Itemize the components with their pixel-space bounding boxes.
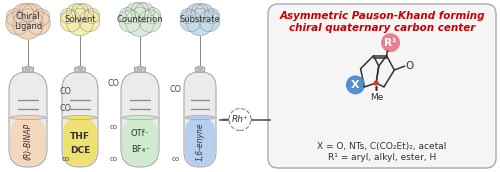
Circle shape (79, 11, 100, 32)
FancyBboxPatch shape (10, 118, 46, 166)
FancyBboxPatch shape (268, 4, 496, 168)
Ellipse shape (185, 116, 215, 120)
FancyBboxPatch shape (185, 118, 215, 166)
Circle shape (346, 75, 365, 94)
Text: co: co (62, 156, 70, 162)
Text: OTf⁻: OTf⁻ (130, 129, 150, 138)
Circle shape (131, 2, 149, 20)
Circle shape (138, 66, 142, 70)
Ellipse shape (63, 116, 97, 120)
Circle shape (33, 9, 50, 26)
Circle shape (78, 66, 82, 70)
FancyBboxPatch shape (184, 72, 216, 167)
Circle shape (186, 4, 205, 23)
FancyBboxPatch shape (9, 72, 47, 167)
Circle shape (195, 4, 214, 23)
FancyBboxPatch shape (62, 72, 98, 167)
Text: co: co (110, 156, 118, 162)
Text: R¹ = aryl, alkyl, ester, H: R¹ = aryl, alkyl, ester, H (328, 153, 436, 162)
Circle shape (60, 11, 81, 32)
Text: co: co (172, 156, 180, 162)
FancyBboxPatch shape (63, 118, 97, 166)
Circle shape (180, 8, 196, 24)
Circle shape (26, 66, 30, 70)
Text: CO: CO (60, 87, 72, 95)
Ellipse shape (122, 116, 158, 120)
Circle shape (381, 33, 400, 52)
Circle shape (6, 11, 30, 35)
Circle shape (84, 8, 100, 24)
Text: THF: THF (70, 132, 90, 141)
Circle shape (75, 4, 94, 23)
Text: (R)-BINAP: (R)-BINAP (24, 123, 32, 160)
Circle shape (204, 8, 220, 24)
Text: Me: Me (370, 93, 384, 102)
Circle shape (144, 8, 160, 24)
Text: Chiral
Ligand: Chiral Ligand (14, 12, 42, 31)
Text: CO: CO (108, 79, 120, 88)
Circle shape (374, 81, 378, 85)
Text: X = O, NTs, C(CO₂Et)₂, acetal: X = O, NTs, C(CO₂Et)₂, acetal (318, 142, 446, 150)
FancyBboxPatch shape (121, 72, 159, 167)
Circle shape (13, 9, 43, 39)
Circle shape (13, 4, 34, 25)
Text: O: O (406, 61, 414, 71)
Text: Counterion: Counterion (116, 15, 164, 24)
Text: Rh⁺: Rh⁺ (232, 115, 248, 124)
FancyBboxPatch shape (134, 67, 145, 72)
Text: Asymmetric Pauson-Khand forming: Asymmetric Pauson-Khand forming (279, 11, 485, 21)
Circle shape (192, 3, 208, 20)
Circle shape (60, 8, 76, 24)
Text: co: co (110, 124, 118, 130)
FancyBboxPatch shape (22, 67, 34, 72)
Circle shape (22, 4, 43, 25)
Circle shape (186, 8, 214, 36)
Circle shape (180, 11, 201, 32)
FancyBboxPatch shape (74, 67, 86, 72)
Circle shape (229, 109, 251, 131)
Circle shape (119, 10, 142, 32)
Circle shape (198, 66, 202, 70)
Circle shape (6, 9, 23, 26)
Text: BF₄⁻: BF₄⁻ (130, 145, 150, 154)
Text: DCE: DCE (70, 146, 90, 155)
Text: Substrate: Substrate (180, 15, 220, 24)
Text: CO: CO (60, 104, 72, 113)
Circle shape (138, 10, 161, 32)
Text: CO: CO (170, 85, 182, 94)
Circle shape (199, 11, 220, 32)
Text: Solvent: Solvent (64, 15, 96, 24)
Circle shape (18, 3, 38, 22)
Ellipse shape (10, 116, 46, 120)
Circle shape (120, 8, 136, 24)
Text: 1,6-enyne: 1,6-enyne (196, 122, 204, 161)
FancyBboxPatch shape (122, 118, 158, 166)
FancyBboxPatch shape (195, 67, 205, 72)
Circle shape (26, 11, 50, 35)
Circle shape (66, 8, 94, 36)
Text: X: X (351, 80, 360, 90)
Text: chiral quaternary carbon center: chiral quaternary carbon center (289, 23, 475, 33)
Circle shape (134, 3, 154, 23)
Circle shape (126, 3, 146, 23)
Circle shape (66, 4, 85, 23)
Circle shape (72, 3, 88, 20)
Text: R¹: R¹ (384, 38, 397, 48)
Circle shape (374, 80, 378, 85)
Circle shape (126, 8, 154, 36)
